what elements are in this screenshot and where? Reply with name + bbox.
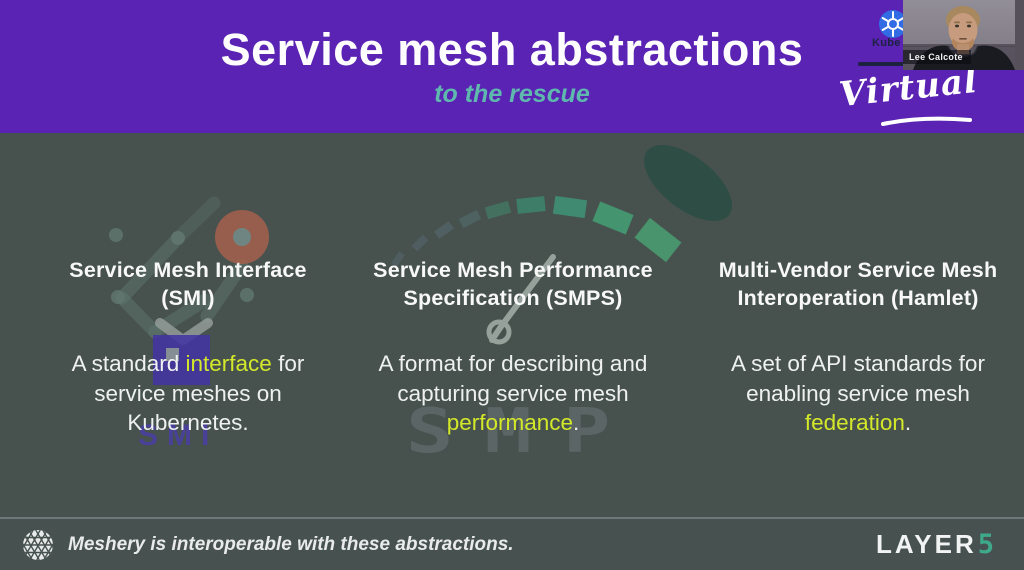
column-heading: Service Mesh Performance Specification (S… — [373, 258, 653, 310]
smi-purple-block — [153, 335, 210, 385]
slide-subtitle: to the rescue — [434, 80, 590, 108]
slide-title: Service mesh abstractions — [220, 24, 804, 75]
meshery-logo-icon — [23, 529, 53, 560]
kubecon-label: Kube — [872, 37, 901, 49]
column-description: A format for describing and capturing ser… — [378, 350, 648, 436]
column-description: A standard interface for service meshes o… — [71, 350, 305, 436]
column-heading: Multi-Vendor Service Mesh Interoperation … — [718, 258, 998, 310]
abstraction-column: Multi-Vendor Service Mesh Interoperation … — [697, 133, 1019, 517]
smp-gauge-watermark — [391, 144, 732, 345]
slide-footer: Meshery is interoperable with these abst… — [0, 517, 1024, 570]
layer5-logo-accent: 5 — [977, 529, 994, 560]
footer-caption: Meshery is interoperable with these abst… — [68, 533, 514, 555]
layer5-logo: LAYER 5 — [876, 529, 994, 560]
slide-header: Service mesh abstractions to the rescue … — [0, 0, 1024, 133]
layer5-logo-text: LAYER — [876, 529, 977, 559]
abstraction-columns: Service Mesh Interface (SMI) A standard i… — [0, 133, 1024, 517]
column-heading: Service Mesh Interface (SMI) — [69, 258, 307, 310]
virtual-underline-stroke — [881, 116, 972, 126]
kubernetes-logo-icon — [879, 10, 907, 38]
abstraction-column: Service Mesh Performance Specification (S… — [352, 133, 674, 517]
background-watermarks — [109, 144, 732, 385]
column-description: A set of API standards for enabling servi… — [731, 350, 985, 436]
smi-watermark-text: SMI — [138, 419, 219, 452]
speaker-webcam: Lee Calcote — [903, 0, 1024, 70]
cloudnativecon-bar — [858, 62, 910, 66]
speaker-name-label: Lee Calcote — [903, 50, 971, 64]
kubecon-badge: Kube — [856, 0, 920, 72]
slide-body: SMI SMP Service Mesh Interface (SMI) A st… — [0, 133, 1024, 517]
smp-watermark-text: SMP — [406, 395, 642, 468]
abstraction-column: Service Mesh Interface (SMI) A standard i… — [28, 133, 348, 517]
